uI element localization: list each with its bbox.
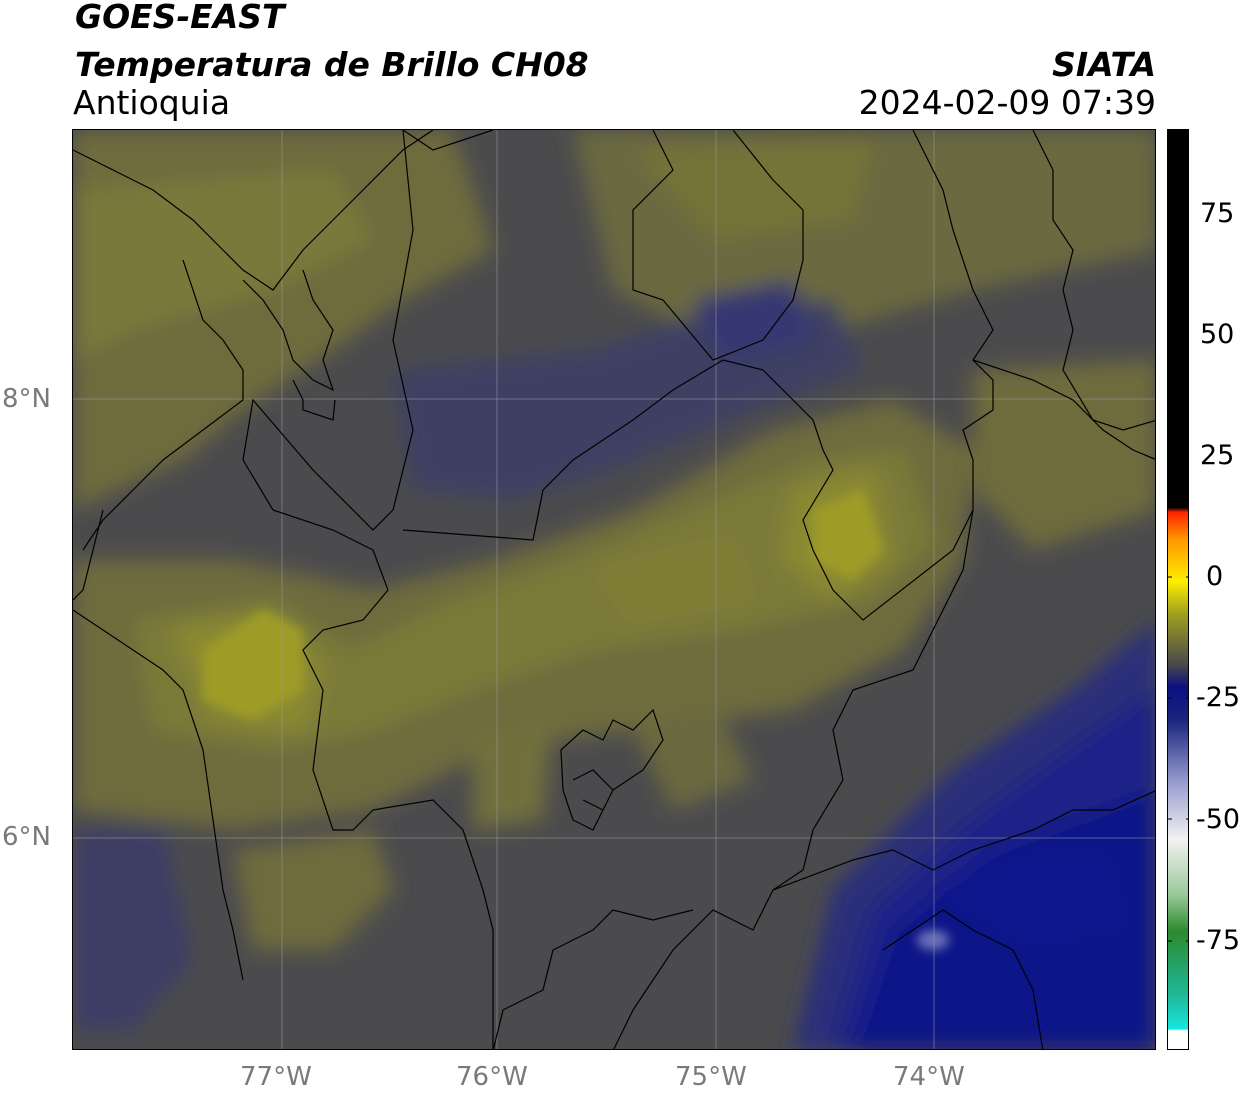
colorbar-tick-25: 25 — [1200, 440, 1235, 471]
map-canvas — [73, 130, 1155, 1049]
lon-label-74w: 74°W — [893, 1062, 965, 1092]
colorbar-tick-0: 0 — [1206, 561, 1224, 592]
satellite-title: GOES-EAST — [75, 0, 285, 36]
colorbar-tick-75: 75 — [1200, 198, 1235, 229]
lat-label-8n: 8°N — [2, 384, 51, 414]
datetime-label: 2024-02-09 07:39 — [858, 83, 1156, 122]
map-boundaries — [73, 130, 1155, 1049]
colorbar-tick-50: 50 — [1200, 319, 1235, 350]
colorbar — [1167, 129, 1189, 1050]
map-gridlines — [73, 130, 1155, 1049]
region-label: Antioquia — [73, 83, 231, 122]
lon-label-77w: 77°W — [240, 1062, 312, 1092]
lon-label-76w: 76°W — [456, 1062, 528, 1092]
lat-label-6n: 6°N — [2, 822, 51, 852]
lon-label-75w: 75°W — [675, 1062, 747, 1092]
colorbar-gradient — [1168, 130, 1188, 1049]
brightness-temperature-map — [72, 129, 1156, 1050]
colorbar-tick-neg50: -50 — [1196, 804, 1241, 835]
colorbar-tick-neg75: -75 — [1196, 925, 1241, 956]
colorbar-tick-neg25: -25 — [1196, 682, 1241, 713]
product-title: Temperatura de Brillo CH08 — [75, 45, 589, 84]
colorbar-ticks — [1168, 212, 1188, 942]
agency-label: SIATA — [1052, 45, 1156, 84]
